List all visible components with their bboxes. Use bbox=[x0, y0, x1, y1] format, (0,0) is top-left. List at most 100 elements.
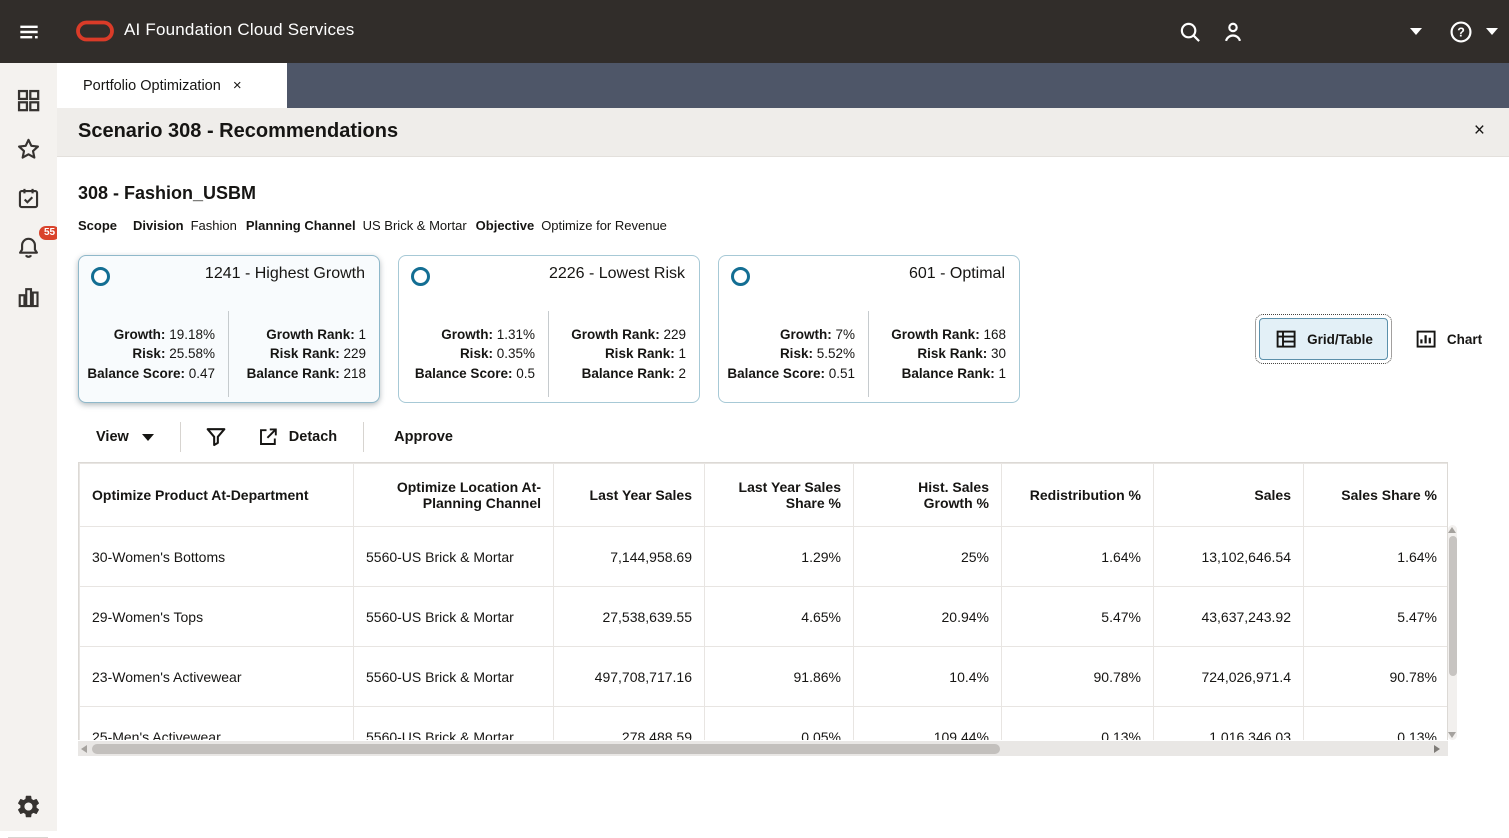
hamburger-menu-icon[interactable] bbox=[16, 19, 42, 45]
caret-down-icon[interactable] bbox=[1410, 28, 1422, 35]
radio-button[interactable] bbox=[91, 267, 110, 286]
radio-button[interactable] bbox=[411, 267, 430, 286]
col-header-last-year-sales[interactable]: Last Year Sales bbox=[553, 463, 705, 527]
cell-last-year-sales-share: 0.05% bbox=[704, 706, 854, 740]
col-header-hist-sales-growth[interactable]: Hist. Sales Growth % bbox=[853, 463, 1002, 527]
cell-planning-channel: 5560-US Brick & Mortar bbox=[353, 526, 554, 587]
chart-icon bbox=[1414, 327, 1438, 351]
help-icon[interactable]: ? bbox=[1448, 19, 1474, 45]
scenario-name: 308 - Fashion_USBM bbox=[78, 183, 257, 203]
cell-planning-channel: 5560-US Brick & Mortar bbox=[353, 646, 554, 707]
cell-sales: 13,102,646.54 bbox=[1153, 526, 1304, 587]
cell-redistribution: 90.78% bbox=[1001, 646, 1154, 707]
col-header-last-year-sales-share[interactable]: Last Year Sales Share % bbox=[704, 463, 854, 527]
detach-button[interactable]: Detach bbox=[256, 425, 337, 449]
stat-growth: Growth: 7% bbox=[779, 326, 855, 342]
cell-redistribution: 1.64% bbox=[1001, 526, 1154, 587]
scenario-card-optimal[interactable]: 601 - Optimal Growth: 7% Risk: 5.52% Bal… bbox=[718, 255, 1020, 403]
top-bar: AI Foundation Cloud Services ? bbox=[0, 0, 1509, 63]
table-row[interactable]: 30-Women's Bottoms 5560-US Brick & Morta… bbox=[79, 526, 1447, 587]
table-icon bbox=[1274, 327, 1298, 351]
app-title: AI Foundation Cloud Services bbox=[124, 20, 355, 39]
caret-down-icon[interactable] bbox=[1486, 28, 1498, 35]
col-header-optimize-location[interactable]: Optimize Location At-Planning Channel bbox=[353, 463, 554, 527]
panel-close-icon[interactable]: × bbox=[1473, 120, 1485, 141]
approve-button[interactable]: Approve bbox=[394, 428, 453, 446]
cell-department: 29-Women's Tops bbox=[79, 586, 354, 647]
stat-growth-rank: Growth Rank: 229 bbox=[571, 326, 686, 342]
scroll-down-arrow-icon[interactable] bbox=[1448, 732, 1456, 738]
stat-risk: Risk: 5.52% bbox=[779, 346, 855, 361]
cell-sales-share: 5.47% bbox=[1303, 586, 1447, 647]
recommendations-table: Optimize Product At-Department Optimize … bbox=[78, 462, 1448, 740]
col-header-sales[interactable]: Sales bbox=[1153, 463, 1304, 527]
cell-planning-channel: 5560-US Brick & Mortar bbox=[353, 586, 554, 647]
apps-grid-icon[interactable] bbox=[15, 87, 42, 114]
tab-close-icon[interactable]: × bbox=[232, 77, 242, 94]
cell-last-year-sales-share: 4.65% bbox=[704, 586, 854, 647]
card-title: 2226 - Lowest Risk bbox=[548, 265, 685, 282]
radio-button[interactable] bbox=[731, 267, 750, 286]
approve-label: Approve bbox=[394, 429, 453, 445]
table-row[interactable]: 29-Women's Tops 5560-US Brick & Mortar 2… bbox=[79, 586, 1447, 647]
cell-redistribution: 5.47% bbox=[1001, 586, 1154, 647]
stat-balance-rank: Balance Rank: 2 bbox=[581, 365, 686, 381]
tab-label: Portfolio Optimization bbox=[83, 77, 221, 94]
card-stats: Growth: 1.31% Risk: 0.35% Balance Score:… bbox=[399, 310, 699, 397]
cell-department: 23-Women's Activewear bbox=[79, 646, 354, 707]
panel-header: Scenario 308 - Recommendations × bbox=[57, 108, 1509, 157]
meta-value: Optimize for Revenue bbox=[541, 218, 667, 233]
svg-text:?: ? bbox=[1457, 26, 1465, 40]
table-row[interactable]: 25-Men's Activewear 5560-US Brick & Mort… bbox=[79, 706, 1447, 740]
cell-sales: 1,016,346.03 bbox=[1153, 706, 1304, 740]
cell-redistribution: 0.13% bbox=[1001, 706, 1154, 740]
cell-last-year-sales-share: 1.29% bbox=[704, 526, 854, 587]
tab-portfolio-optimization[interactable]: Portfolio Optimization × bbox=[57, 63, 287, 108]
col-header-optimize-product[interactable]: Optimize Product At-Department bbox=[79, 463, 354, 527]
col-header-redistribution[interactable]: Redistribution % bbox=[1001, 463, 1154, 527]
filter-icon[interactable] bbox=[203, 424, 229, 450]
gear-icon[interactable] bbox=[15, 793, 42, 820]
meta-value: Fashion bbox=[190, 218, 237, 233]
cell-hist-sales-growth: 25% bbox=[853, 526, 1002, 587]
detach-label: Detach bbox=[288, 429, 338, 445]
grid-table-toggle-button[interactable]: Grid/Table bbox=[1255, 314, 1392, 364]
view-menu-label: View bbox=[96, 429, 129, 445]
horizontal-scrollbar-thumb[interactable] bbox=[92, 743, 1000, 754]
detach-icon bbox=[256, 425, 280, 449]
cell-last-year-sales: 497,708,717.16 bbox=[553, 646, 705, 707]
vertical-scrollbar[interactable] bbox=[1448, 525, 1457, 740]
card-stats: Growth: 7% Risk: 5.52% Balance Score: 0.… bbox=[719, 310, 1019, 397]
stat-balance-score: Balance Score: 0.47 bbox=[87, 365, 215, 381]
scenario-meta: Scope Division Fashion Planning Channel US… bbox=[78, 218, 667, 233]
cell-sales-share: 0.13% bbox=[1303, 706, 1447, 740]
content-area: 308 - Fashion_USBM Scope Division Fashion… bbox=[57, 157, 1509, 831]
star-icon[interactable] bbox=[15, 136, 42, 163]
bell-icon[interactable]: 55 bbox=[15, 226, 61, 261]
person-icon[interactable] bbox=[1220, 19, 1246, 45]
toolbar-separator bbox=[363, 422, 365, 452]
scenario-card-highest-growth[interactable]: 1241 - Highest Growth Growth: 19.18% Ris… bbox=[78, 255, 380, 403]
table-header-row: Optimize Product At-Department Optimize … bbox=[79, 463, 1447, 527]
cell-sales: 724,026,971.4 bbox=[1153, 646, 1304, 707]
card-title: 601 - Optimal bbox=[908, 265, 1005, 282]
bar-chart-icon[interactable] bbox=[15, 284, 42, 311]
cell-department: 25-Men's Activewear bbox=[79, 706, 354, 740]
stat-risk: Risk: 0.35% bbox=[459, 346, 535, 361]
scenario-card-lowest-risk[interactable]: 2226 - Lowest Risk Growth: 1.31% Risk: 0… bbox=[398, 255, 700, 403]
view-menu-button[interactable]: View bbox=[96, 429, 154, 445]
cell-last-year-sales: 278,488.59 bbox=[553, 706, 705, 740]
scroll-left-arrow-icon[interactable] bbox=[81, 744, 87, 753]
chart-toggle-button[interactable]: Chart bbox=[1400, 318, 1496, 360]
scroll-right-arrow-icon[interactable] bbox=[1434, 744, 1440, 753]
cell-hist-sales-growth: 109.44% bbox=[853, 706, 1002, 740]
table-row[interactable]: 23-Women's Activewear 5560-US Brick & Mo… bbox=[79, 646, 1447, 707]
search-icon[interactable] bbox=[1177, 19, 1203, 45]
scroll-up-arrow-icon[interactable] bbox=[1448, 527, 1456, 533]
vertical-scrollbar-thumb[interactable] bbox=[1448, 536, 1457, 676]
card-stats: Growth: 19.18% Risk: 25.58% Balance Scor… bbox=[79, 310, 379, 397]
tasks-check-icon[interactable] bbox=[15, 185, 42, 212]
horizontal-scrollbar[interactable] bbox=[78, 741, 1448, 756]
col-header-sales-share[interactable]: Sales Share % bbox=[1303, 463, 1447, 527]
